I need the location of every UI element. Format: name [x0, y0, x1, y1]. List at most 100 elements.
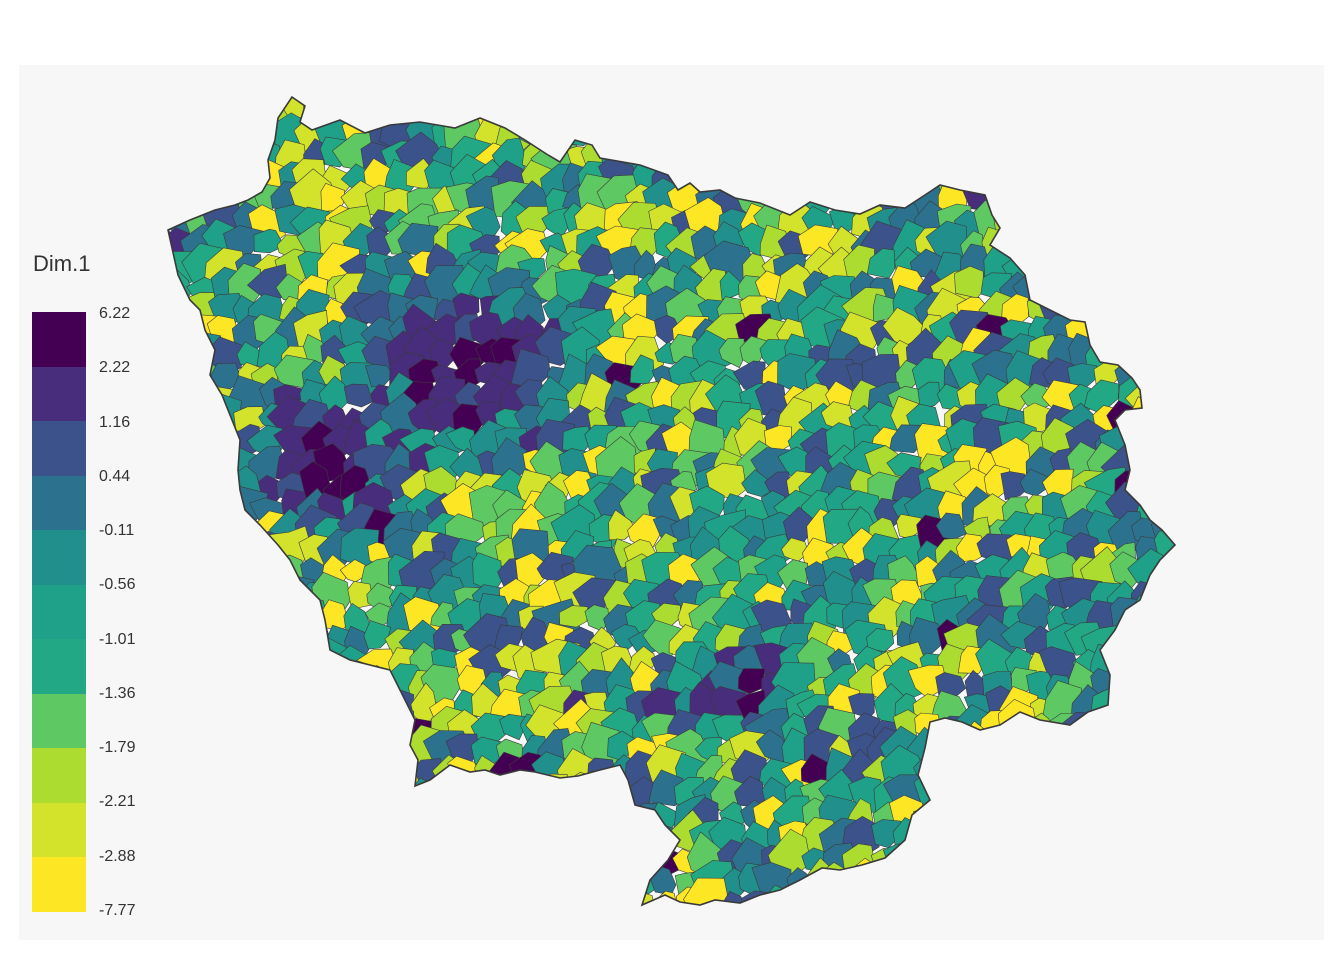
commune-polygon	[537, 97, 585, 139]
commune-polygon	[819, 134, 853, 171]
commune-polygon	[742, 156, 778, 190]
commune-polygon	[1130, 581, 1167, 612]
commune-polygon	[1044, 750, 1086, 784]
commune-polygon	[206, 800, 236, 830]
commune-polygon	[168, 602, 181, 638]
commune-polygon	[1150, 731, 1175, 775]
commune-polygon	[1106, 219, 1145, 262]
commune-polygon	[369, 864, 402, 899]
commune-polygon	[1085, 293, 1120, 329]
commune-polygon	[298, 845, 339, 884]
commune-polygon	[1061, 154, 1107, 199]
commune-polygon	[168, 368, 186, 414]
commune-polygon	[168, 644, 182, 682]
commune-polygon	[511, 867, 554, 905]
commune-polygon	[821, 97, 858, 108]
commune-polygon	[886, 97, 920, 118]
commune-polygon	[561, 800, 590, 828]
commune-polygon	[974, 97, 1010, 105]
commune-polygon	[168, 482, 203, 525]
commune-polygon	[1044, 152, 1083, 198]
commune-polygon	[1082, 97, 1130, 139]
legend-break-label: -0.56	[99, 576, 136, 594]
commune-polygon	[1022, 97, 1063, 132]
commune-polygon	[261, 645, 286, 672]
commune-polygon	[168, 380, 197, 412]
commune-polygon	[948, 789, 996, 838]
commune-polygon	[997, 97, 1035, 109]
commune-polygon	[168, 185, 176, 219]
commune-polygon	[1057, 812, 1105, 861]
commune-polygon	[891, 97, 919, 128]
commune-polygon	[1074, 236, 1100, 264]
commune-polygon	[936, 141, 978, 175]
commune-polygon	[335, 813, 379, 854]
commune-polygon	[979, 890, 1007, 905]
legend-break-label: 0.44	[99, 467, 131, 485]
commune-polygon	[232, 97, 275, 134]
commune-polygon	[168, 621, 202, 661]
commune-polygon	[652, 143, 681, 174]
commune-polygon	[402, 886, 444, 905]
commune-polygon	[491, 863, 532, 905]
commune-polygon	[996, 841, 1037, 888]
commune-polygon	[1159, 556, 1175, 590]
commune-polygon	[1015, 794, 1055, 833]
legend-color-cell	[32, 639, 86, 695]
commune-polygon	[626, 122, 660, 152]
commune-polygon	[1113, 626, 1148, 654]
commune-polygon	[384, 864, 419, 898]
commune-polygon	[1043, 139, 1081, 178]
legend-color-cell	[32, 584, 86, 640]
commune-polygon	[356, 840, 395, 880]
commune-polygon	[168, 298, 169, 326]
commune-polygon	[258, 839, 290, 874]
commune-polygon	[866, 628, 895, 653]
commune-polygon	[207, 620, 245, 660]
commune-polygon	[1157, 184, 1175, 216]
commune-polygon	[389, 774, 419, 809]
commune-polygon	[756, 97, 791, 134]
commune-polygon	[189, 440, 226, 481]
commune-polygon	[168, 315, 180, 348]
commune-polygon	[192, 889, 225, 905]
commune-polygon	[1162, 581, 1175, 612]
commune-polygon	[1118, 99, 1149, 124]
commune-polygon	[223, 548, 273, 597]
commune-polygon	[691, 139, 723, 170]
commune-polygon	[1111, 640, 1146, 674]
commune-polygon	[276, 735, 309, 769]
commune-polygon	[321, 838, 353, 873]
commune-polygon	[251, 97, 285, 100]
commune-polygon	[442, 877, 490, 905]
commune-polygon	[1063, 135, 1111, 175]
commune-polygon	[168, 887, 202, 905]
commune-polygon	[998, 791, 1039, 838]
commune-polygon	[840, 110, 880, 149]
commune-polygon	[168, 163, 193, 197]
commune-polygon	[204, 640, 241, 679]
commune-polygon	[346, 689, 370, 724]
commune-polygon	[888, 863, 933, 901]
commune-polygon	[1122, 296, 1167, 339]
commune-polygon	[959, 840, 995, 876]
commune-polygon	[867, 97, 911, 137]
commune-polygon	[978, 866, 1014, 903]
commune-polygon	[168, 792, 181, 837]
commune-polygon	[1087, 712, 1123, 743]
commune-polygon	[1042, 857, 1085, 902]
commune-polygon	[1038, 97, 1077, 136]
commune-polygon	[1050, 97, 1079, 105]
commune-polygon	[558, 605, 589, 628]
commune-polygon	[210, 489, 237, 518]
commune-polygon	[757, 105, 796, 156]
commune-polygon	[713, 97, 756, 109]
commune-polygon	[998, 817, 1034, 860]
commune-polygon	[727, 135, 775, 179]
commune-polygon	[1134, 161, 1175, 203]
commune-polygon	[667, 116, 708, 160]
commune-polygon	[1127, 861, 1162, 898]
commune-polygon	[1001, 144, 1027, 170]
commune-polygon	[847, 97, 876, 112]
commune-polygon	[319, 795, 355, 835]
